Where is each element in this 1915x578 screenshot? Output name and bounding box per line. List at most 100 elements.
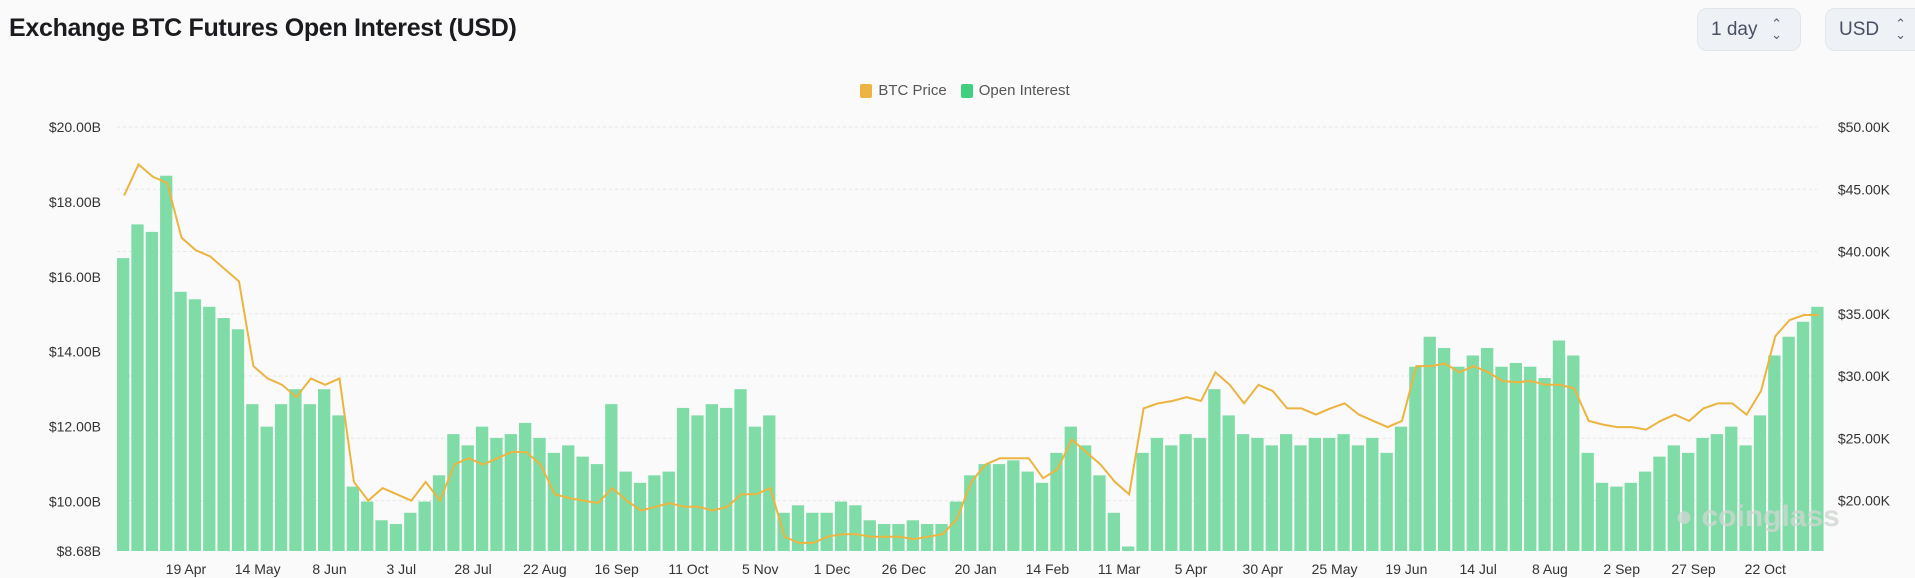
oi-bar (1595, 482, 1609, 551)
btc-price-line (123, 162, 1819, 544)
y-left-tick-label: $16.00B (49, 269, 101, 285)
interval-select[interactable]: 1 day ⌃ ⌄ (1697, 8, 1801, 51)
oi-bar (260, 426, 273, 551)
oi-bar (174, 291, 187, 551)
oi-bar (490, 437, 503, 551)
oi-bar (231, 329, 245, 551)
oi-bar (1323, 437, 1336, 551)
oi-bar (1653, 456, 1666, 551)
x-tick-label: 19 Jun (1385, 561, 1427, 577)
x-tick-label: 14 May (235, 561, 281, 577)
oi-bar (1725, 426, 1738, 551)
oi-bar (662, 471, 675, 551)
oi-bar (1294, 445, 1307, 551)
oi-bar (160, 175, 173, 552)
oi-bar (332, 415, 345, 551)
oi-bar (1739, 445, 1752, 551)
oi-bar (1122, 546, 1135, 551)
oi-bar (131, 224, 144, 551)
oi-bar (519, 422, 532, 551)
oi-bar (1495, 366, 1508, 551)
oi-bar (303, 404, 316, 551)
oi-bar (1466, 355, 1479, 551)
oi-bar (533, 437, 546, 551)
oi-bar (1251, 437, 1264, 551)
oi-bar (1150, 437, 1164, 551)
legend-swatch-price (860, 83, 873, 98)
oi-bar (432, 475, 446, 551)
x-tick-label: 2 Sep (1603, 561, 1640, 577)
x-tick-label: 22 Oct (1745, 561, 1786, 577)
oi-bar (1208, 389, 1221, 551)
oi-bar (404, 512, 417, 551)
oi-bar (1481, 347, 1494, 551)
legend-label: BTC Price (878, 82, 947, 99)
oi-bar (1394, 426, 1408, 551)
oi-bar (1538, 377, 1551, 551)
chevron-up-down-icon: ⌃ ⌄ (1771, 16, 1782, 42)
legend-label: Open Interest (978, 82, 1070, 99)
oi-bar (1351, 445, 1365, 551)
oi-bar (1682, 452, 1695, 551)
oi-bar (619, 471, 632, 551)
x-tick-label: 28 Jul (454, 561, 491, 577)
oi-bar (1136, 452, 1149, 551)
oi-bar (935, 524, 948, 551)
oi-bar (1064, 426, 1077, 551)
oi-bar (1021, 471, 1034, 551)
oi-bar (475, 426, 489, 551)
y-left-tick-label: $12.00B (49, 419, 101, 435)
oi-bar (1366, 437, 1379, 551)
oi-bar (1624, 482, 1637, 551)
chevron-up-down-icon: ⌃ ⌄ (1895, 16, 1906, 42)
oi-bar (1509, 362, 1523, 551)
oi-bar (791, 505, 805, 551)
oi-bar (1337, 434, 1350, 551)
x-tick-label: 1 Dec (814, 561, 851, 577)
currency-select[interactable]: USD ⌃ ⌄ (1825, 8, 1915, 51)
y-right-tick-label: $20.00K (1838, 493, 1891, 509)
y-right-tick-label: $50.00K (1838, 119, 1891, 135)
oi-bar (1078, 445, 1092, 551)
oi-bar (734, 389, 747, 551)
oi-bar (117, 258, 130, 551)
x-tick-label: 14 Feb (1026, 561, 1070, 577)
oi-bar (676, 407, 690, 551)
oi-bar (145, 231, 159, 551)
y-right-tick-label: $40.00K (1838, 244, 1891, 260)
oi-bar (461, 445, 474, 551)
oi-bar (906, 520, 919, 551)
x-tick-label: 14 Jul (1459, 561, 1496, 577)
oi-bar (1710, 434, 1724, 551)
oi-bar (504, 434, 517, 551)
x-tick-label: 26 Dec (882, 561, 926, 577)
legend-item-open-interest[interactable]: Open Interest (960, 82, 1070, 99)
x-tick-label: 19 Apr (166, 561, 207, 577)
oi-bar (978, 464, 991, 551)
oi-bar (418, 501, 431, 551)
x-tick-label: 5 Apr (1175, 561, 1208, 577)
oi-bar (318, 389, 331, 551)
oi-bar (375, 520, 388, 551)
oi-bar (188, 299, 202, 551)
oi-bar (1610, 486, 1623, 551)
oi-bar (849, 505, 862, 551)
oi-bar (605, 404, 618, 551)
oi-bar (1552, 340, 1566, 551)
oi-bar (1222, 415, 1235, 551)
y-left-tick-label: $18.00B (49, 194, 101, 210)
oi-bar (576, 456, 589, 551)
y-right-tick-label: $25.00K (1838, 430, 1891, 446)
x-tick-label: 20 Jan (955, 561, 997, 577)
x-tick-label: 30 Apr (1243, 561, 1284, 577)
x-tick-label: 11 Mar (1098, 561, 1141, 577)
x-tick-label: 8 Aug (1532, 561, 1568, 577)
oi-bar (1811, 306, 1824, 551)
y-left-tick-label: $20.00B (49, 119, 101, 135)
oi-bar (1093, 475, 1106, 551)
oi-bar (1308, 437, 1322, 551)
oi-bar (806, 512, 819, 551)
legend-item-btc-price[interactable]: BTC Price (860, 82, 947, 99)
oi-bar (820, 512, 833, 551)
x-tick-label: 16 Sep (594, 561, 639, 577)
